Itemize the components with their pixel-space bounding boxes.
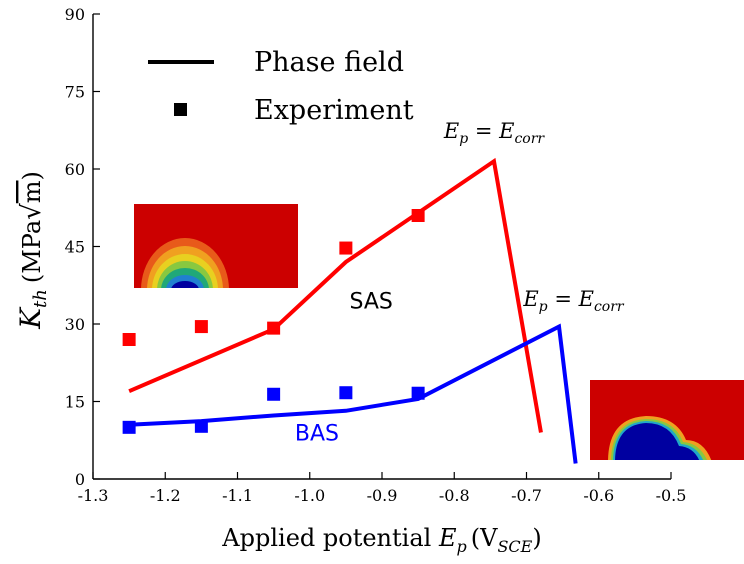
sas-experiment-point xyxy=(411,209,425,222)
series-label-sas: SAS xyxy=(349,290,392,315)
legend-square-marker xyxy=(174,103,187,116)
y-tick-label: 30 xyxy=(65,315,85,334)
bas-experiment-point xyxy=(194,419,208,433)
x-tick-label: -0.8 xyxy=(439,486,470,505)
sas-experiment-point xyxy=(194,320,208,334)
bas-experiment-point xyxy=(122,420,136,434)
legend-label-experiment: Experiment xyxy=(254,95,414,126)
y-axis-label: Kth(MPa√m) xyxy=(14,171,51,330)
y-tick-label: 60 xyxy=(65,160,85,179)
x-tick-label: -1.2 xyxy=(150,486,181,505)
y-tick-label: 45 xyxy=(65,238,85,257)
sas-experiment-point xyxy=(339,241,353,255)
sas-experiment-point xyxy=(122,333,136,346)
bas-phase-field-line xyxy=(129,323,578,464)
bas-experiment-point xyxy=(339,386,353,400)
y-ticks: 0 15 30 45 60 75 90 xyxy=(65,5,100,489)
series-label-bas: BAS xyxy=(295,421,339,446)
bas-experiment-point xyxy=(411,386,425,400)
annotation-ep-equals-ecorr: Ep = Ecorr xyxy=(443,119,546,147)
x-tick-label: -0.7 xyxy=(511,486,542,505)
sas-phase-field-line xyxy=(128,157,543,433)
x-tick-label: -1.3 xyxy=(78,486,109,505)
series-points xyxy=(122,209,425,434)
legend: Phase field Experiment xyxy=(148,47,414,126)
series-labels: SAS BAS xyxy=(295,290,393,447)
inset-bas-contour xyxy=(590,380,744,460)
y-tick-label: 75 xyxy=(65,83,85,102)
y-tick-label: 0 xyxy=(75,470,85,489)
x-tick-label: -0.9 xyxy=(367,486,398,505)
inset-sas-contour xyxy=(134,204,298,288)
annotations: Ep = Ecorr Ep = Ecorr xyxy=(443,119,625,315)
y-tick-label: 15 xyxy=(65,393,85,412)
x-ticks: -1.3 -1.2 -1.1 -1.0 -0.9 -0.8 -0.7 -0.6 -0.5 xyxy=(78,472,687,505)
x-axis-label: Applied potential Ep (VSCE) xyxy=(221,524,541,556)
x-tick-label: -0.5 xyxy=(656,486,687,505)
sas-experiment-point xyxy=(267,321,281,335)
x-tick-label: -1.0 xyxy=(294,486,325,505)
y-tick-label: 90 xyxy=(65,5,85,24)
annotation-ep-equals-ecorr: Ep = Ecorr xyxy=(522,287,625,315)
bas-experiment-point xyxy=(267,387,281,401)
legend-label-phase-field: Phase field xyxy=(254,47,404,78)
x-tick-label: -0.6 xyxy=(583,486,614,505)
x-tick-label: -1.1 xyxy=(222,486,253,505)
